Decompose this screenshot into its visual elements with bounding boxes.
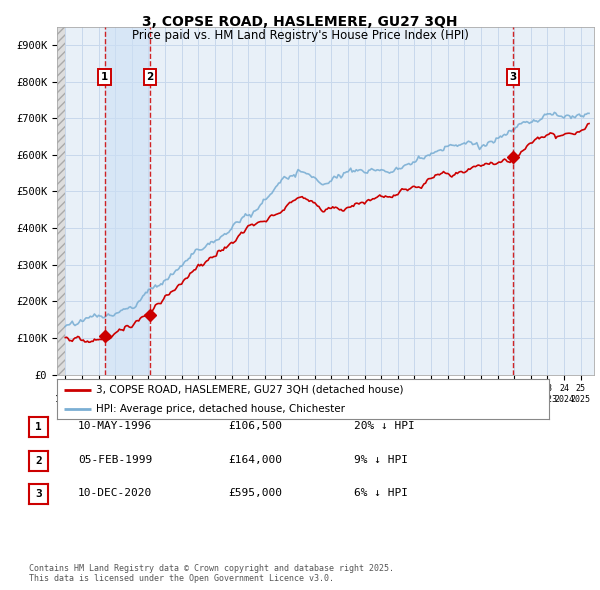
Text: 3, COPSE ROAD, HASLEMERE, GU27 3QH: 3, COPSE ROAD, HASLEMERE, GU27 3QH — [142, 15, 458, 29]
Bar — [57, 27, 65, 375]
Text: 2: 2 — [35, 456, 42, 466]
Text: 1: 1 — [101, 72, 108, 82]
Text: 2: 2 — [146, 72, 154, 82]
Text: £106,500: £106,500 — [228, 421, 282, 431]
Text: 05-FEB-1999: 05-FEB-1999 — [78, 455, 152, 464]
Text: HPI: Average price, detached house, Chichester: HPI: Average price, detached house, Chic… — [97, 404, 346, 414]
Bar — [104, 27, 150, 375]
Text: Contains HM Land Registry data © Crown copyright and database right 2025.
This d: Contains HM Land Registry data © Crown c… — [29, 563, 394, 583]
Text: 3, COPSE ROAD, HASLEMERE, GU27 3QH (detached house): 3, COPSE ROAD, HASLEMERE, GU27 3QH (deta… — [97, 385, 404, 395]
Text: 1: 1 — [35, 422, 42, 432]
Text: 9% ↓ HPI: 9% ↓ HPI — [354, 455, 408, 464]
Text: 3: 3 — [509, 72, 517, 82]
Text: £595,000: £595,000 — [228, 489, 282, 498]
Text: 10-DEC-2020: 10-DEC-2020 — [78, 489, 152, 498]
Text: 6% ↓ HPI: 6% ↓ HPI — [354, 489, 408, 498]
Text: 3: 3 — [35, 490, 42, 499]
Text: 20% ↓ HPI: 20% ↓ HPI — [354, 421, 415, 431]
Text: 10-MAY-1996: 10-MAY-1996 — [78, 421, 152, 431]
Text: £164,000: £164,000 — [228, 455, 282, 464]
Text: Price paid vs. HM Land Registry's House Price Index (HPI): Price paid vs. HM Land Registry's House … — [131, 30, 469, 42]
